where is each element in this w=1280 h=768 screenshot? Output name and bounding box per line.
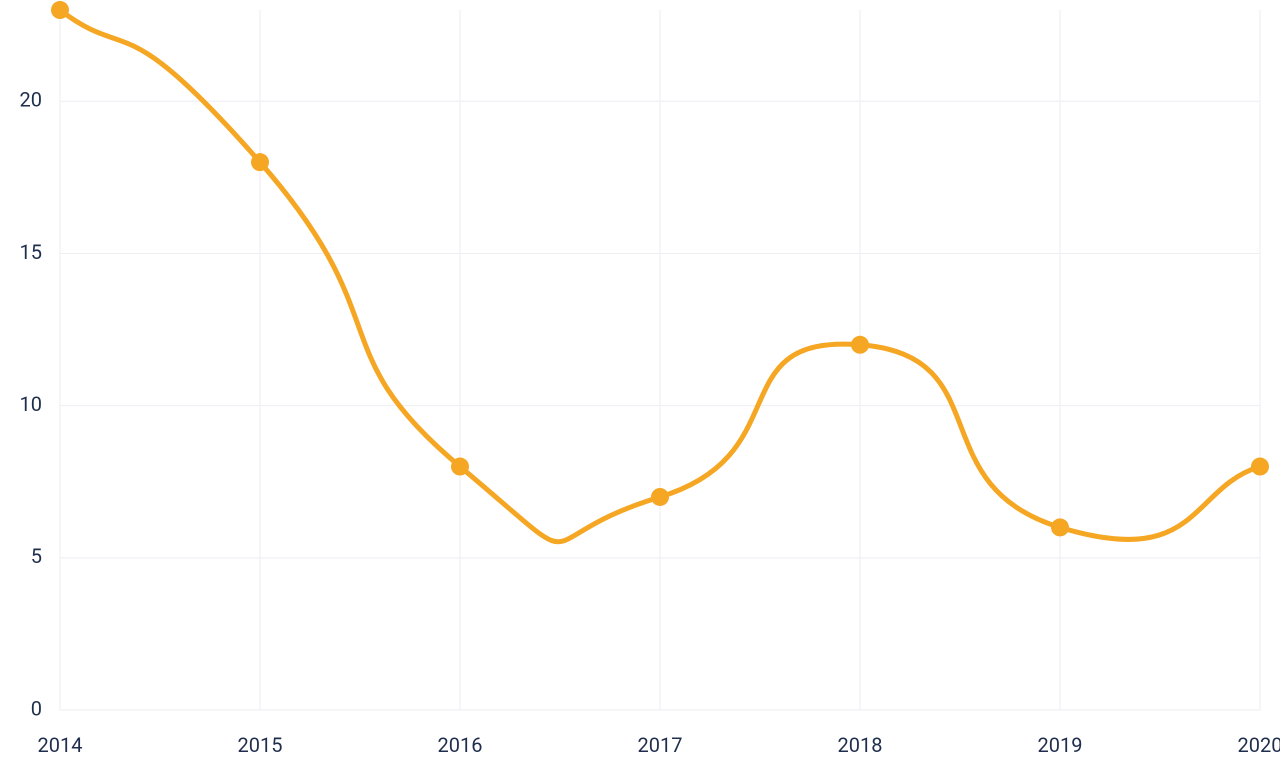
data-point (851, 336, 869, 354)
line-chart: 0 5 10 15 20 2014 2015 2016 2017 2018 2019 2020 (0, 0, 1280, 768)
y-tick-label: 10 (20, 392, 42, 416)
data-point (51, 1, 69, 19)
data-point (1251, 458, 1269, 476)
data-point (651, 488, 669, 506)
x-tick-label: 2014 (38, 733, 83, 757)
y-tick-label: 0 (31, 696, 42, 720)
y-tick-label: 15 (20, 240, 42, 264)
x-tick-label: 2018 (838, 733, 883, 757)
x-tick-label: 2017 (638, 733, 683, 757)
x-tick-label: 2016 (438, 733, 483, 757)
x-tick-label: 2015 (238, 733, 283, 757)
data-point (451, 458, 469, 476)
x-tick-label: 2020 (1238, 733, 1280, 757)
y-tick-label: 20 (20, 88, 42, 112)
data-point (1051, 518, 1069, 536)
x-tick-label: 2019 (1038, 733, 1083, 757)
data-point (251, 153, 269, 171)
y-tick-label: 5 (31, 544, 42, 568)
